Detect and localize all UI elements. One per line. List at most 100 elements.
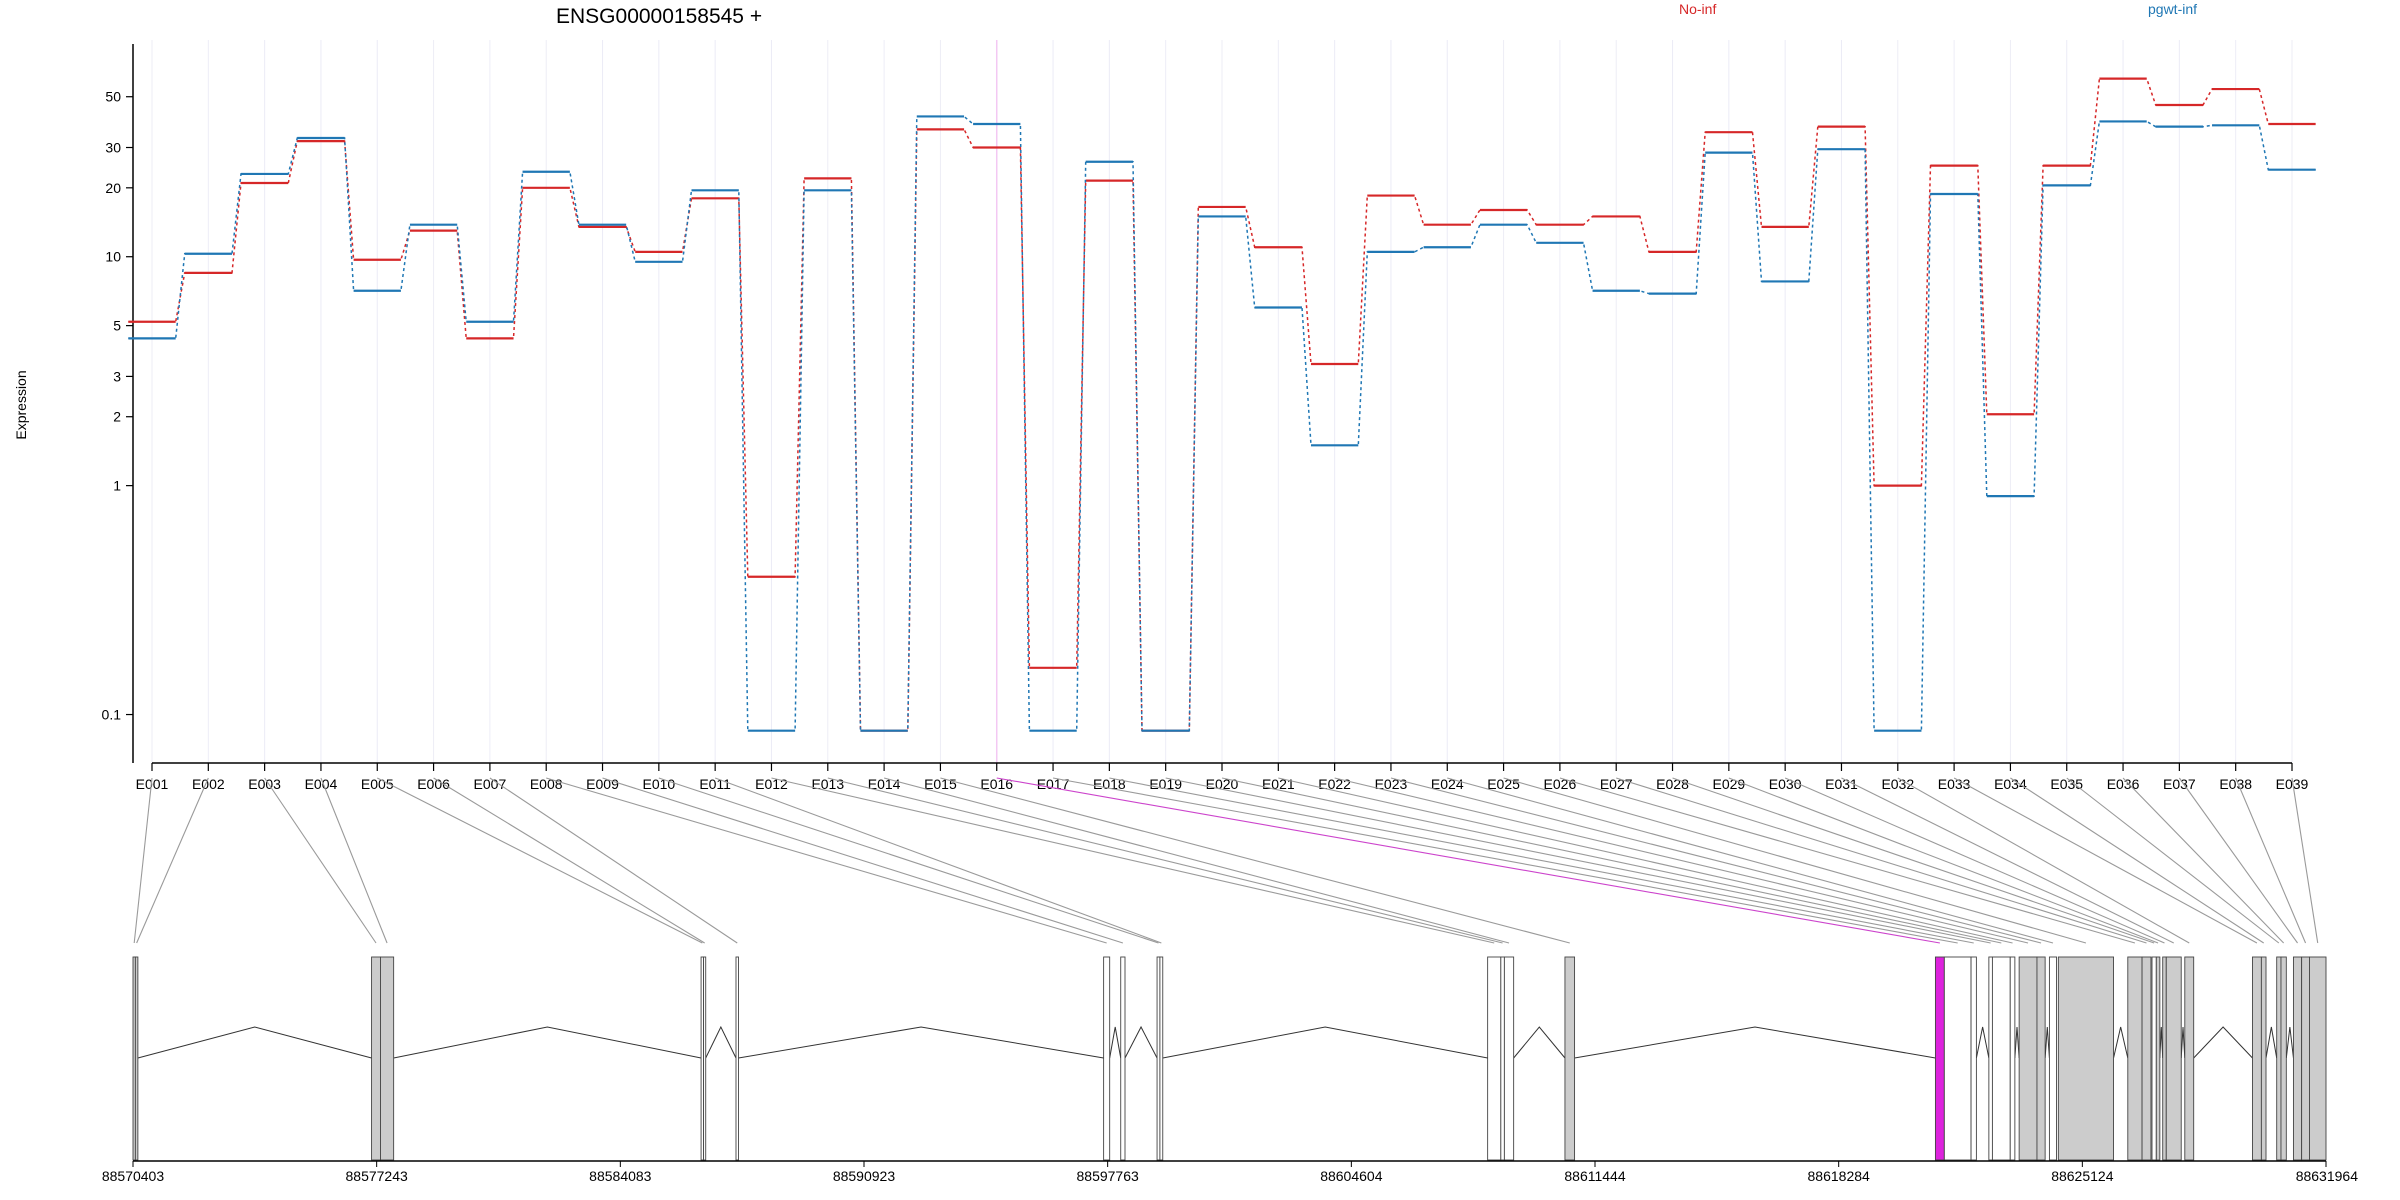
connector-e019 <box>1165 777 1991 944</box>
x-tick-label: E029 <box>1712 776 1745 792</box>
intron-9 <box>1124 1025 1158 1059</box>
connector-e008 <box>546 777 1107 944</box>
connector-e004 <box>320 777 388 944</box>
exon-e036 <box>2280 956 2287 1161</box>
connector-e022 <box>1334 777 2029 944</box>
exon-e020 <box>1991 956 2011 1161</box>
y-tick-label: 3 <box>113 368 121 384</box>
genomic-tick-label: 88590923 <box>833 1168 896 1184</box>
intron-15 <box>1574 1026 1936 1059</box>
connector-e007 <box>489 777 738 944</box>
series-no-inf <box>128 77 2316 732</box>
connector-e035 <box>2066 777 2280 944</box>
connector-e021 <box>1278 777 2013 944</box>
connector-e028 <box>1672 777 2155 944</box>
intron-14 <box>1513 1026 1566 1059</box>
legend-entry-no-inf: No-inf <box>1679 1 1716 17</box>
exon-e039 <box>2309 956 2327 1161</box>
genomic-tick-label: 88611444 <box>1564 1168 1625 1184</box>
exon-e034 <box>2260 956 2267 1161</box>
exon-e017 <box>1943 956 1972 1161</box>
exon-e013 <box>1500 956 1505 1161</box>
genomic-tick-label: 88625124 <box>2051 1168 2114 1184</box>
x-tick-label: E038 <box>2219 776 2252 792</box>
exon-e006 <box>703 956 707 1161</box>
connector-e032 <box>1897 777 2190 944</box>
intron-4 <box>393 1026 702 1059</box>
connector-e010 <box>658 777 1159 944</box>
x-tick-label: E005 <box>361 776 394 792</box>
connector-e033 <box>1953 777 2258 944</box>
connector-e018 <box>1109 777 1974 944</box>
exon-e038 <box>2301 956 2310 1161</box>
y-tick-label: 2 <box>113 409 121 425</box>
connector-e003 <box>264 777 377 944</box>
connector-e034 <box>2010 777 2264 944</box>
exon-e012 <box>1487 956 1502 1161</box>
gene-model-track: 88570403 88577243 88584083 88590923 88597763… <box>102 956 2359 1184</box>
connector-e009 <box>602 777 1124 944</box>
exon-e024 <box>2048 956 2057 1161</box>
connector-e030 <box>1784 777 2165 944</box>
exon-e029 <box>2155 956 2161 1161</box>
x-tick-label: E036 <box>2107 776 2140 792</box>
connector-e025 <box>1503 777 2087 944</box>
x-tick-label: E030 <box>1769 776 1802 792</box>
x-tick-label: E009 <box>586 776 619 792</box>
exon-e025 <box>2057 956 2114 1161</box>
connector-e027 <box>1616 777 2147 944</box>
intron-36 <box>2285 1026 2294 1059</box>
exon-e033 <box>2252 956 2262 1161</box>
connector-e011 <box>714 777 1162 944</box>
intron-25 <box>2113 1026 2129 1059</box>
y-tick-label: 20 <box>105 180 121 196</box>
x-tick-label: E007 <box>474 776 507 792</box>
exon-e003 <box>371 956 381 1161</box>
x-tick-label: E033 <box>1938 776 1971 792</box>
connector-e024 <box>1447 777 2054 944</box>
exon-e016 <box>1934 956 1945 1161</box>
exon-e008 <box>1103 956 1111 1161</box>
connector-e023 <box>1390 777 2042 944</box>
connector-e029 <box>1728 777 2159 944</box>
y-tick-label: 1 <box>113 478 121 494</box>
x-tick-label: E006 <box>417 776 450 792</box>
exon-e004 <box>380 956 395 1161</box>
intron-31 <box>2180 1026 2186 1059</box>
connector-e013 <box>827 777 1503 944</box>
x-tick-label: E002 <box>192 776 225 792</box>
intron-18 <box>1975 1026 1990 1059</box>
connector-e006 <box>433 777 705 944</box>
exon-e030 <box>2162 956 2167 1161</box>
x-tick-label: E034 <box>1994 776 2027 792</box>
legend-entry-pgwt-inf: pgwt-inf <box>2148 1 2197 17</box>
genomic-tick-label: 88577243 <box>346 1168 409 1184</box>
exon-connector-lines <box>133 777 2319 944</box>
x-tick-label: E027 <box>1600 776 1633 792</box>
connector-e036 <box>2122 777 2285 944</box>
intron-8 <box>1109 1026 1122 1059</box>
genomic-tick-label: 88597763 <box>1077 1168 1140 1184</box>
exon-e015 <box>1564 956 1576 1161</box>
vertical-gridlines <box>151 40 2293 763</box>
x-tick-label: E039 <box>2276 776 2309 792</box>
exon-e037 <box>2292 956 2303 1161</box>
exon-e026 <box>2127 956 2143 1161</box>
exon-e023 <box>2036 956 2046 1161</box>
x-tick-label: E003 <box>248 776 281 792</box>
connector-e012 <box>771 777 1495 944</box>
connector-e031 <box>1841 777 2174 944</box>
genomic-tick-label: 88631964 <box>2296 1168 2359 1184</box>
y-tick-label: 5 <box>113 318 121 334</box>
connector-e026 <box>1559 777 2136 944</box>
exon-e019 <box>1988 956 1993 1161</box>
x-tick-label: E001 <box>136 776 169 792</box>
intron-7 <box>738 1026 1104 1059</box>
series-pgwt-inf <box>128 115 2316 732</box>
intron-6 <box>705 1025 737 1059</box>
connector-e016 <box>996 777 1940 944</box>
y-tick-label: 30 <box>105 140 121 156</box>
x-tick-label: E010 <box>642 776 675 792</box>
connector-e017 <box>1052 777 1958 944</box>
